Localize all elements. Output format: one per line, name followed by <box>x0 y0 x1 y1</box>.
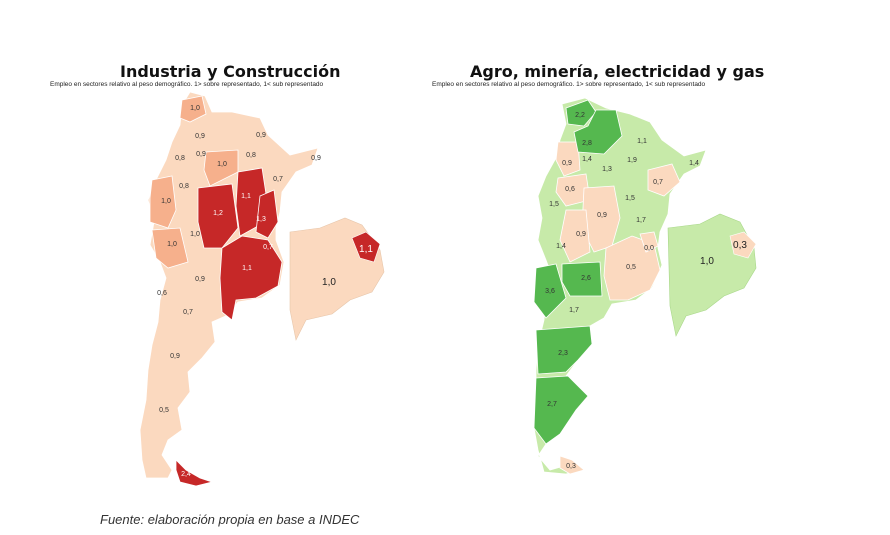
label-tierradelfuego-industria: 2,4 <box>181 471 191 478</box>
label-salta-industria: 0,9 <box>195 133 205 140</box>
labels-industria: 1,0 0,9 0,9 0,8 0,9 0,8 0,9 0,8 1,0 0,7 … <box>157 105 373 478</box>
region-jujuy-industria <box>179 95 207 123</box>
label-bsas-agro: 0,5 <box>626 264 636 271</box>
label-jujuy-agro: 2,2 <box>575 112 585 119</box>
label-bsas-industria: 1,1 <box>242 265 252 272</box>
region-sanjuan-industria <box>149 175 177 229</box>
label-larioja-industria: 0,8 <box>179 183 189 190</box>
region-neuquen-agro <box>533 263 567 319</box>
label-santacruz-industria: 0,5 <box>159 407 169 414</box>
label-misiones-agro: 1,4 <box>689 160 699 167</box>
label-lapampa-agro: 2,6 <box>581 275 591 282</box>
label-entrerios-agro: 1,7 <box>636 217 646 224</box>
label-catamarca-agro: 0,9 <box>562 160 572 167</box>
label-corrientes-agro: 0,7 <box>653 179 663 186</box>
map-subtitle-agro: Empleo en sectores relativo al peso demo… <box>432 81 706 88</box>
region-jujuy-agro <box>565 99 597 127</box>
label-rionegro-agro: 1,7 <box>569 307 579 314</box>
label-tierradelfuego-agro: 0,3 <box>566 463 576 470</box>
region-catamarca-agro <box>555 141 581 177</box>
label-sgoestero-agro: 0,6 <box>565 186 575 193</box>
label-rionegro-industria: 0,7 <box>183 309 193 316</box>
label-mendoza-industria: 1,0 <box>167 241 177 248</box>
label-cordoba-industria: 1,2 <box>213 210 223 217</box>
label-sanjuan-agro: 1,5 <box>549 201 559 208</box>
label-mendoza-agro: 1,4 <box>556 243 566 250</box>
label-sgoestero-industria: 1,0 <box>217 161 227 168</box>
region-lapampa-agro <box>561 261 603 297</box>
label-santafe-industria: 1,1 <box>241 193 251 200</box>
label-amba-interior-agro: 1,0 <box>700 256 714 267</box>
region-chubut-agro <box>535 325 593 375</box>
label-lapampa-industria: 0,9 <box>195 276 205 283</box>
map-title-agro: Agro, minería, electricidad y gas <box>470 62 765 81</box>
source-note: Fuente: elaboración propia en base a IND… <box>100 512 360 527</box>
label-catamarca-industria: 0,8 <box>175 155 185 162</box>
label-tucuman-industria: 0,9 <box>196 151 206 158</box>
label-cordoba-agro: 0,9 <box>597 212 607 219</box>
label-chubut-industria: 0,9 <box>170 353 180 360</box>
region-corrientes-agro <box>647 163 681 197</box>
label-sanluis-industria: 1,0 <box>190 231 200 238</box>
map-title-industria: Industria y Construcción <box>120 62 341 81</box>
label-salta-agro: 2,8 <box>582 140 592 147</box>
region-entrerios-industria <box>255 189 279 239</box>
region-sgoestero-industria <box>203 149 239 187</box>
map-subtitle-industria: Empleo en sectores relativo al peso demo… <box>50 81 324 88</box>
label-neuquen-industria: 0,6 <box>157 290 167 297</box>
label-neuquen-agro: 3,6 <box>545 288 555 295</box>
label-formosa-industria: 0,9 <box>256 132 266 139</box>
region-sanluis-agro <box>559 209 591 263</box>
map-industria <box>139 91 385 487</box>
labels-agro: 2,2 2,8 1,1 0,9 1,4 1,9 1,4 1,3 0,6 0,7 … <box>545 112 747 470</box>
label-chaco-industria: 0,8 <box>246 152 256 159</box>
label-caba-agro: 0,0 <box>644 245 654 252</box>
label-sanluis-agro: 0,9 <box>576 231 586 238</box>
map-agro <box>533 97 757 475</box>
label-tucuman-agro: 1,4 <box>582 156 592 163</box>
label-santacruz-agro: 2,7 <box>547 401 557 408</box>
label-larioja-agro: 1,3 <box>602 166 612 173</box>
amba-conurbano-agro <box>729 231 757 259</box>
label-entrerios-industria: 1,3 <box>256 216 266 223</box>
label-amba-conurbano-agro: 0,3 <box>733 240 747 251</box>
region-caba-agro <box>639 231 659 253</box>
region-sgoestero-agro <box>555 173 591 207</box>
region-santacruz-agro <box>533 375 589 445</box>
label-santafe-agro: 1,5 <box>625 195 635 202</box>
amba-conurbano-industria <box>351 231 381 263</box>
label-misiones-industria: 0,9 <box>311 155 321 162</box>
label-corrientes-industria: 0,7 <box>273 176 283 183</box>
region-tierradelfuego-agro <box>559 455 585 475</box>
label-formosa-agro: 1,1 <box>637 138 647 145</box>
label-chubut-agro: 2,3 <box>558 350 568 357</box>
label-jujuy-industria: 1,0 <box>190 105 200 112</box>
region-mendoza-industria <box>151 227 189 269</box>
label-amba-interior-industria: 1,0 <box>322 277 336 288</box>
region-salta-agro <box>573 109 623 155</box>
label-caba-industria: 0,7 <box>263 244 273 251</box>
label-sanjuan-industria: 1,0 <box>161 198 171 205</box>
region-bsas-industria <box>219 235 283 321</box>
label-chaco-agro: 1,9 <box>627 157 637 164</box>
region-tierradelfuego-industria <box>175 459 214 487</box>
label-amba-conurbano-industria: 1,1 <box>359 244 373 255</box>
